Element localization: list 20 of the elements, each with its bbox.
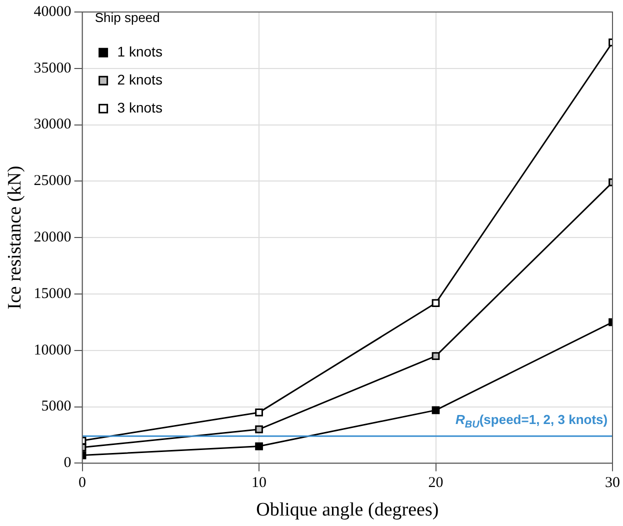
y-tick-label: 10000 (34, 342, 72, 358)
y-tick-label: 35000 (34, 60, 72, 76)
y-tick-label: 30000 (34, 116, 72, 133)
y-axis-title: Ice resistance (kN) (4, 166, 26, 310)
y-tick-label: 5000 (41, 398, 72, 415)
legend-title: Ship speed (94, 10, 160, 26)
x-tick-label: 0 (78, 475, 86, 492)
x-tick-label: 30 (605, 475, 620, 492)
x-axis-title: Oblique angle (degrees) (256, 500, 439, 521)
y-tick-label: 0 (64, 455, 72, 472)
y-tick-label: 40000 (34, 4, 72, 20)
x-tick-label: 20 (428, 475, 444, 492)
y-tick-label: 20000 (34, 230, 72, 246)
x-tick-label: 10 (252, 475, 267, 492)
y-tick-label: 25000 (34, 173, 72, 190)
annotation: R$_{BU}$(speed=1, 2, 3 knots) (456, 412, 608, 433)
y-tick-label: 15000 (34, 286, 72, 302)
legend-label: 1 knots (117, 43, 162, 60)
legend-label: 2 knots (117, 71, 162, 88)
legend-label: 3 knots (117, 99, 162, 116)
